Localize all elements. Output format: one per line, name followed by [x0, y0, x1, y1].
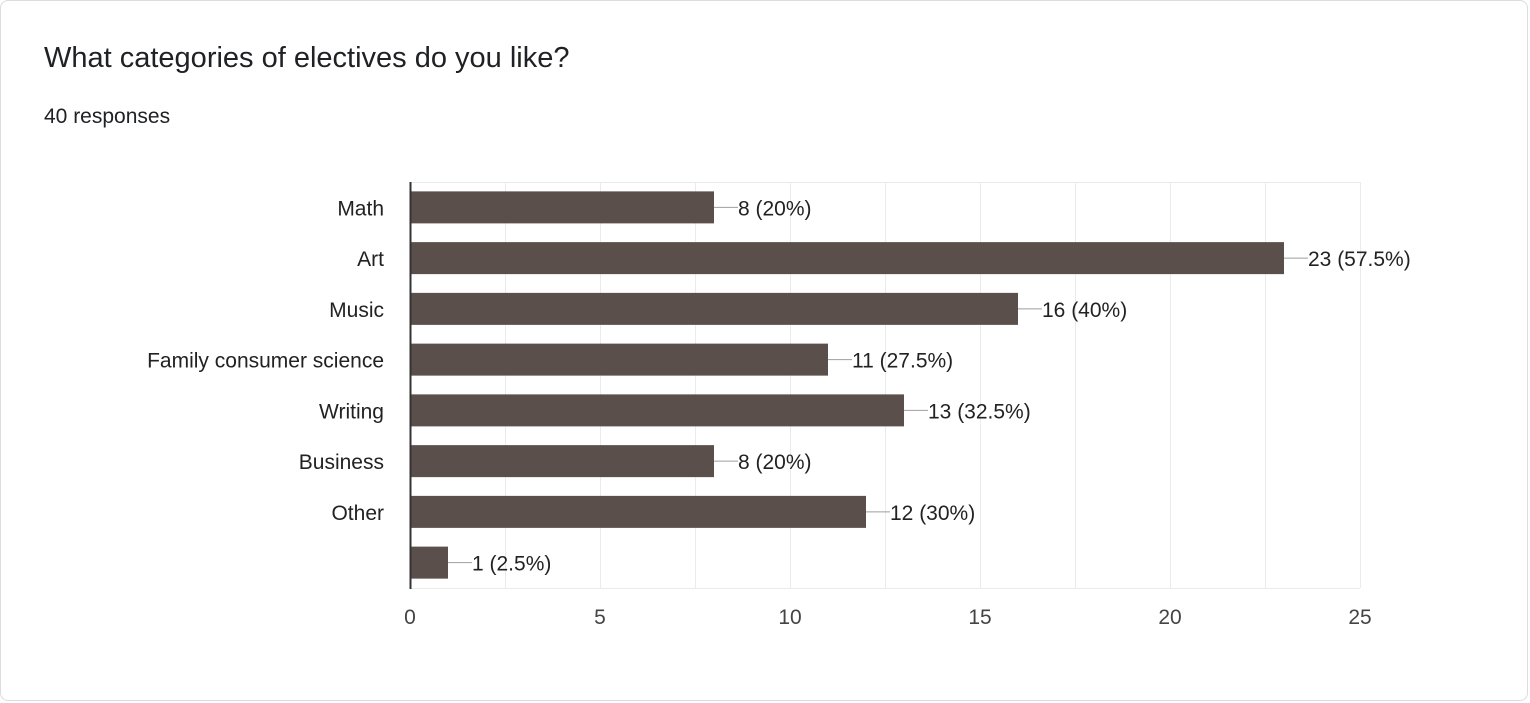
- bar: [410, 445, 714, 478]
- bar: [410, 242, 1284, 275]
- data-label: 1 (2.5%): [472, 553, 551, 576]
- category-label: Business: [299, 451, 384, 474]
- x-tick-label: 10: [778, 606, 801, 629]
- bar: [410, 546, 448, 579]
- x-tick-label: 0: [404, 606, 416, 629]
- x-tick-label: 5: [594, 606, 606, 629]
- bar: [410, 394, 904, 427]
- category-label: Family consumer science: [147, 350, 384, 373]
- x-tick-label: 20: [1158, 606, 1181, 629]
- data-label: 16 (40%): [1042, 299, 1127, 322]
- category-label: Music: [329, 299, 384, 322]
- bar: [410, 495, 866, 528]
- response-count: 40 responses: [44, 105, 171, 128]
- category-label: Writing: [319, 400, 384, 423]
- data-label: 8 (20%): [738, 197, 812, 220]
- category-label: Art: [357, 248, 384, 271]
- data-label: 23 (57.5%): [1308, 248, 1411, 271]
- data-label: 12 (30%): [890, 502, 975, 525]
- data-label: 11 (27.5%): [852, 350, 953, 373]
- data-label: 8 (20%): [738, 451, 812, 474]
- bar: [410, 343, 828, 376]
- x-tick-label: 25: [1348, 606, 1371, 629]
- data-label: 13 (32.5%): [928, 400, 1031, 423]
- bar: [410, 191, 714, 224]
- x-tick-label: 15: [968, 606, 991, 629]
- category-label: Math: [337, 197, 384, 220]
- category-label: Other: [331, 502, 384, 525]
- question-title: What categories of electives do you like…: [44, 42, 570, 74]
- bar: [410, 292, 1018, 325]
